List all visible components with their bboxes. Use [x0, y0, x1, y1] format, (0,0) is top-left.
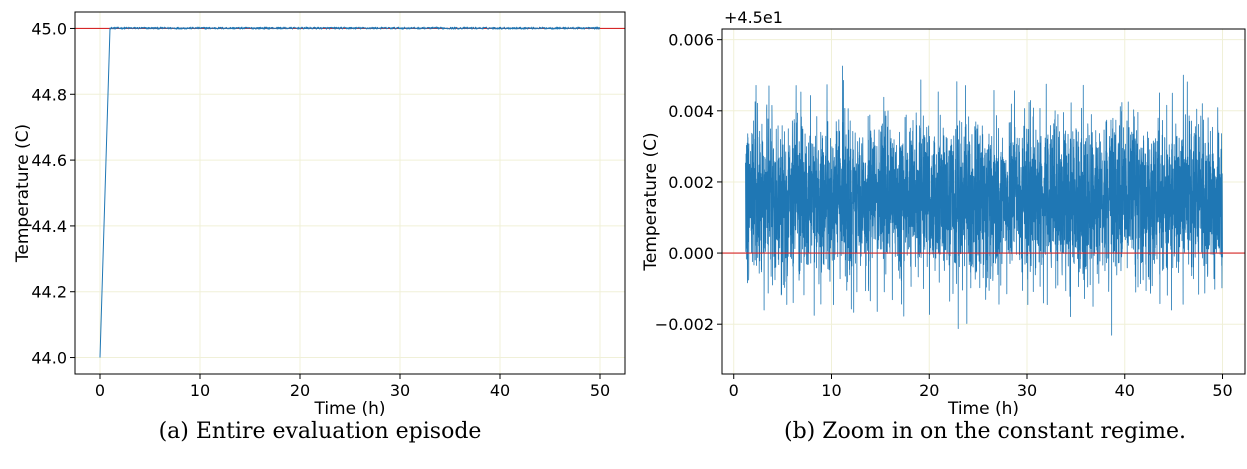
y-tick-label: 0.006 — [668, 31, 714, 50]
x-tick-label: 40 — [1115, 381, 1135, 400]
y-tick-label: 0.002 — [668, 173, 714, 192]
grid-a — [75, 12, 625, 374]
temperature-line — [99, 26, 601, 358]
x-axis-label-b: Time (h) — [947, 399, 1019, 419]
x-tick-label: 20 — [919, 381, 939, 400]
x-tick-label: 30 — [1017, 381, 1037, 400]
x-tick-label: 0 — [729, 381, 739, 400]
plot-frame-a — [74, 11, 626, 375]
y-tick-label: 0.004 — [668, 102, 714, 121]
x-tick-label: 10 — [190, 381, 210, 400]
chart-a: 0 10 20 30 40 50 44.0 44.2 44.4 44.6 44.8 45.0 Time… — [13, 11, 626, 444]
ticks-a: 0 10 20 30 40 50 44.0 44.2 44.4 44.6 44.8 45.0 — [31, 19, 610, 400]
y-tick-label: 45.0 — [31, 19, 67, 38]
y-tick-label: 44.6 — [31, 151, 67, 170]
chart-b: 0 10 20 30 40 50 −0.002 0.000 0.002 0.004 0.006 +4… — [641, 8, 1246, 444]
x-axis-label-a: Time (h) — [313, 399, 385, 419]
x-tick-label: 10 — [821, 381, 841, 400]
series-b — [745, 65, 1223, 336]
series-a — [99, 26, 601, 358]
y-offset-text-b: +4.5e1 — [724, 8, 783, 27]
ticks-b: 0 10 20 30 40 50 −0.002 0.000 0.002 0.004 0.006 — [655, 31, 1233, 400]
x-tick-label: 50 — [1212, 381, 1232, 400]
caption-a: (a) Entire evaluation episode — [159, 419, 482, 444]
x-tick-label: 0 — [95, 381, 105, 400]
y-tick-label: 44.0 — [31, 349, 67, 368]
temperature-line — [745, 65, 1223, 336]
y-tick-label: 44.8 — [31, 85, 67, 104]
y-tick-label: 44.4 — [31, 217, 67, 236]
y-axis-label-b: Temperature (C) — [641, 132, 661, 271]
plot-frame-b — [721, 28, 1246, 375]
y-tick-label: 44.2 — [31, 283, 67, 302]
y-axis-label-a: Temperature (C) — [13, 124, 33, 263]
y-tick-label: 0.000 — [668, 244, 714, 263]
x-tick-label: 20 — [290, 381, 310, 400]
x-tick-label: 30 — [390, 381, 410, 400]
y-tick-label: −0.002 — [655, 315, 714, 334]
x-tick-label: 40 — [490, 381, 510, 400]
x-tick-label: 50 — [590, 381, 610, 400]
caption-b: (b) Zoom in on the constant regime. — [784, 419, 1186, 444]
